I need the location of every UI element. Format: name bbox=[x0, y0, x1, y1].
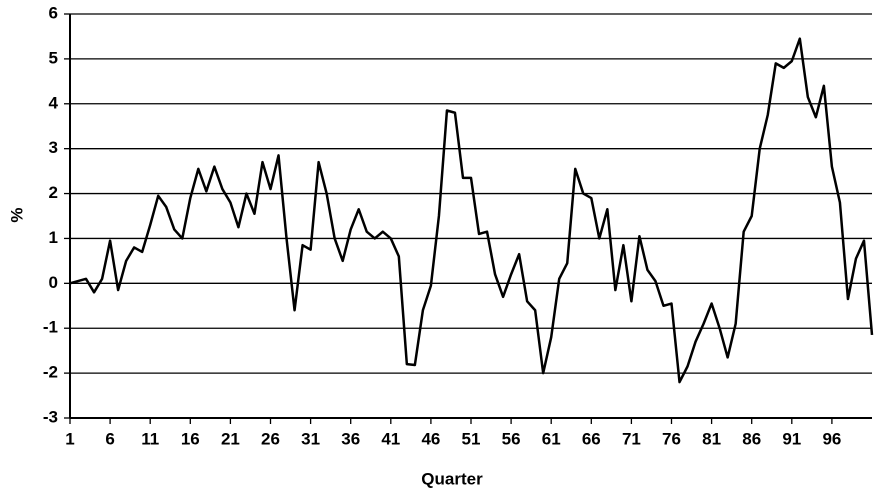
y-tick-label: 4 bbox=[49, 93, 59, 112]
x-tick-label: 46 bbox=[421, 429, 440, 448]
y-tick-label: -3 bbox=[43, 407, 58, 426]
y-tick-label: 0 bbox=[49, 273, 58, 292]
x-tick-label: 96 bbox=[822, 429, 841, 448]
x-tick-label: 76 bbox=[662, 429, 681, 448]
y-tick-label: 5 bbox=[49, 48, 58, 67]
x-tick-label: 41 bbox=[381, 429, 400, 448]
y-tick-label: 6 bbox=[49, 3, 58, 22]
x-tick-label: 56 bbox=[502, 429, 521, 448]
y-tick-label: 2 bbox=[49, 183, 58, 202]
y-axis-label: % bbox=[7, 207, 26, 222]
y-tick-label: 1 bbox=[49, 228, 58, 247]
x-tick-label: 21 bbox=[221, 429, 240, 448]
data-line bbox=[69, 37, 874, 384]
x-tick-label: 16 bbox=[181, 429, 200, 448]
y-tick-label: 3 bbox=[49, 138, 58, 157]
x-tick-label: 1 bbox=[65, 429, 74, 448]
x-tick-label: 51 bbox=[462, 429, 481, 448]
x-tick-label: 11 bbox=[141, 429, 159, 448]
x-tick-label: 36 bbox=[341, 429, 360, 448]
x-tick-label: 61 bbox=[542, 429, 561, 448]
x-tick-label: 6 bbox=[105, 429, 114, 448]
x-axis-label: Quarter bbox=[421, 469, 483, 488]
x-tick-label: 66 bbox=[582, 429, 601, 448]
x-tick-label: 31 bbox=[301, 429, 320, 448]
x-tick-label: 86 bbox=[742, 429, 761, 448]
x-tick-label: 71 bbox=[622, 429, 641, 448]
y-tick-label: -2 bbox=[43, 363, 58, 382]
x-tick-label: 26 bbox=[261, 429, 280, 448]
x-tick-label: 81 bbox=[702, 429, 721, 448]
x-tick-label: 91 bbox=[782, 429, 801, 448]
y-tick-label: -1 bbox=[43, 318, 58, 337]
